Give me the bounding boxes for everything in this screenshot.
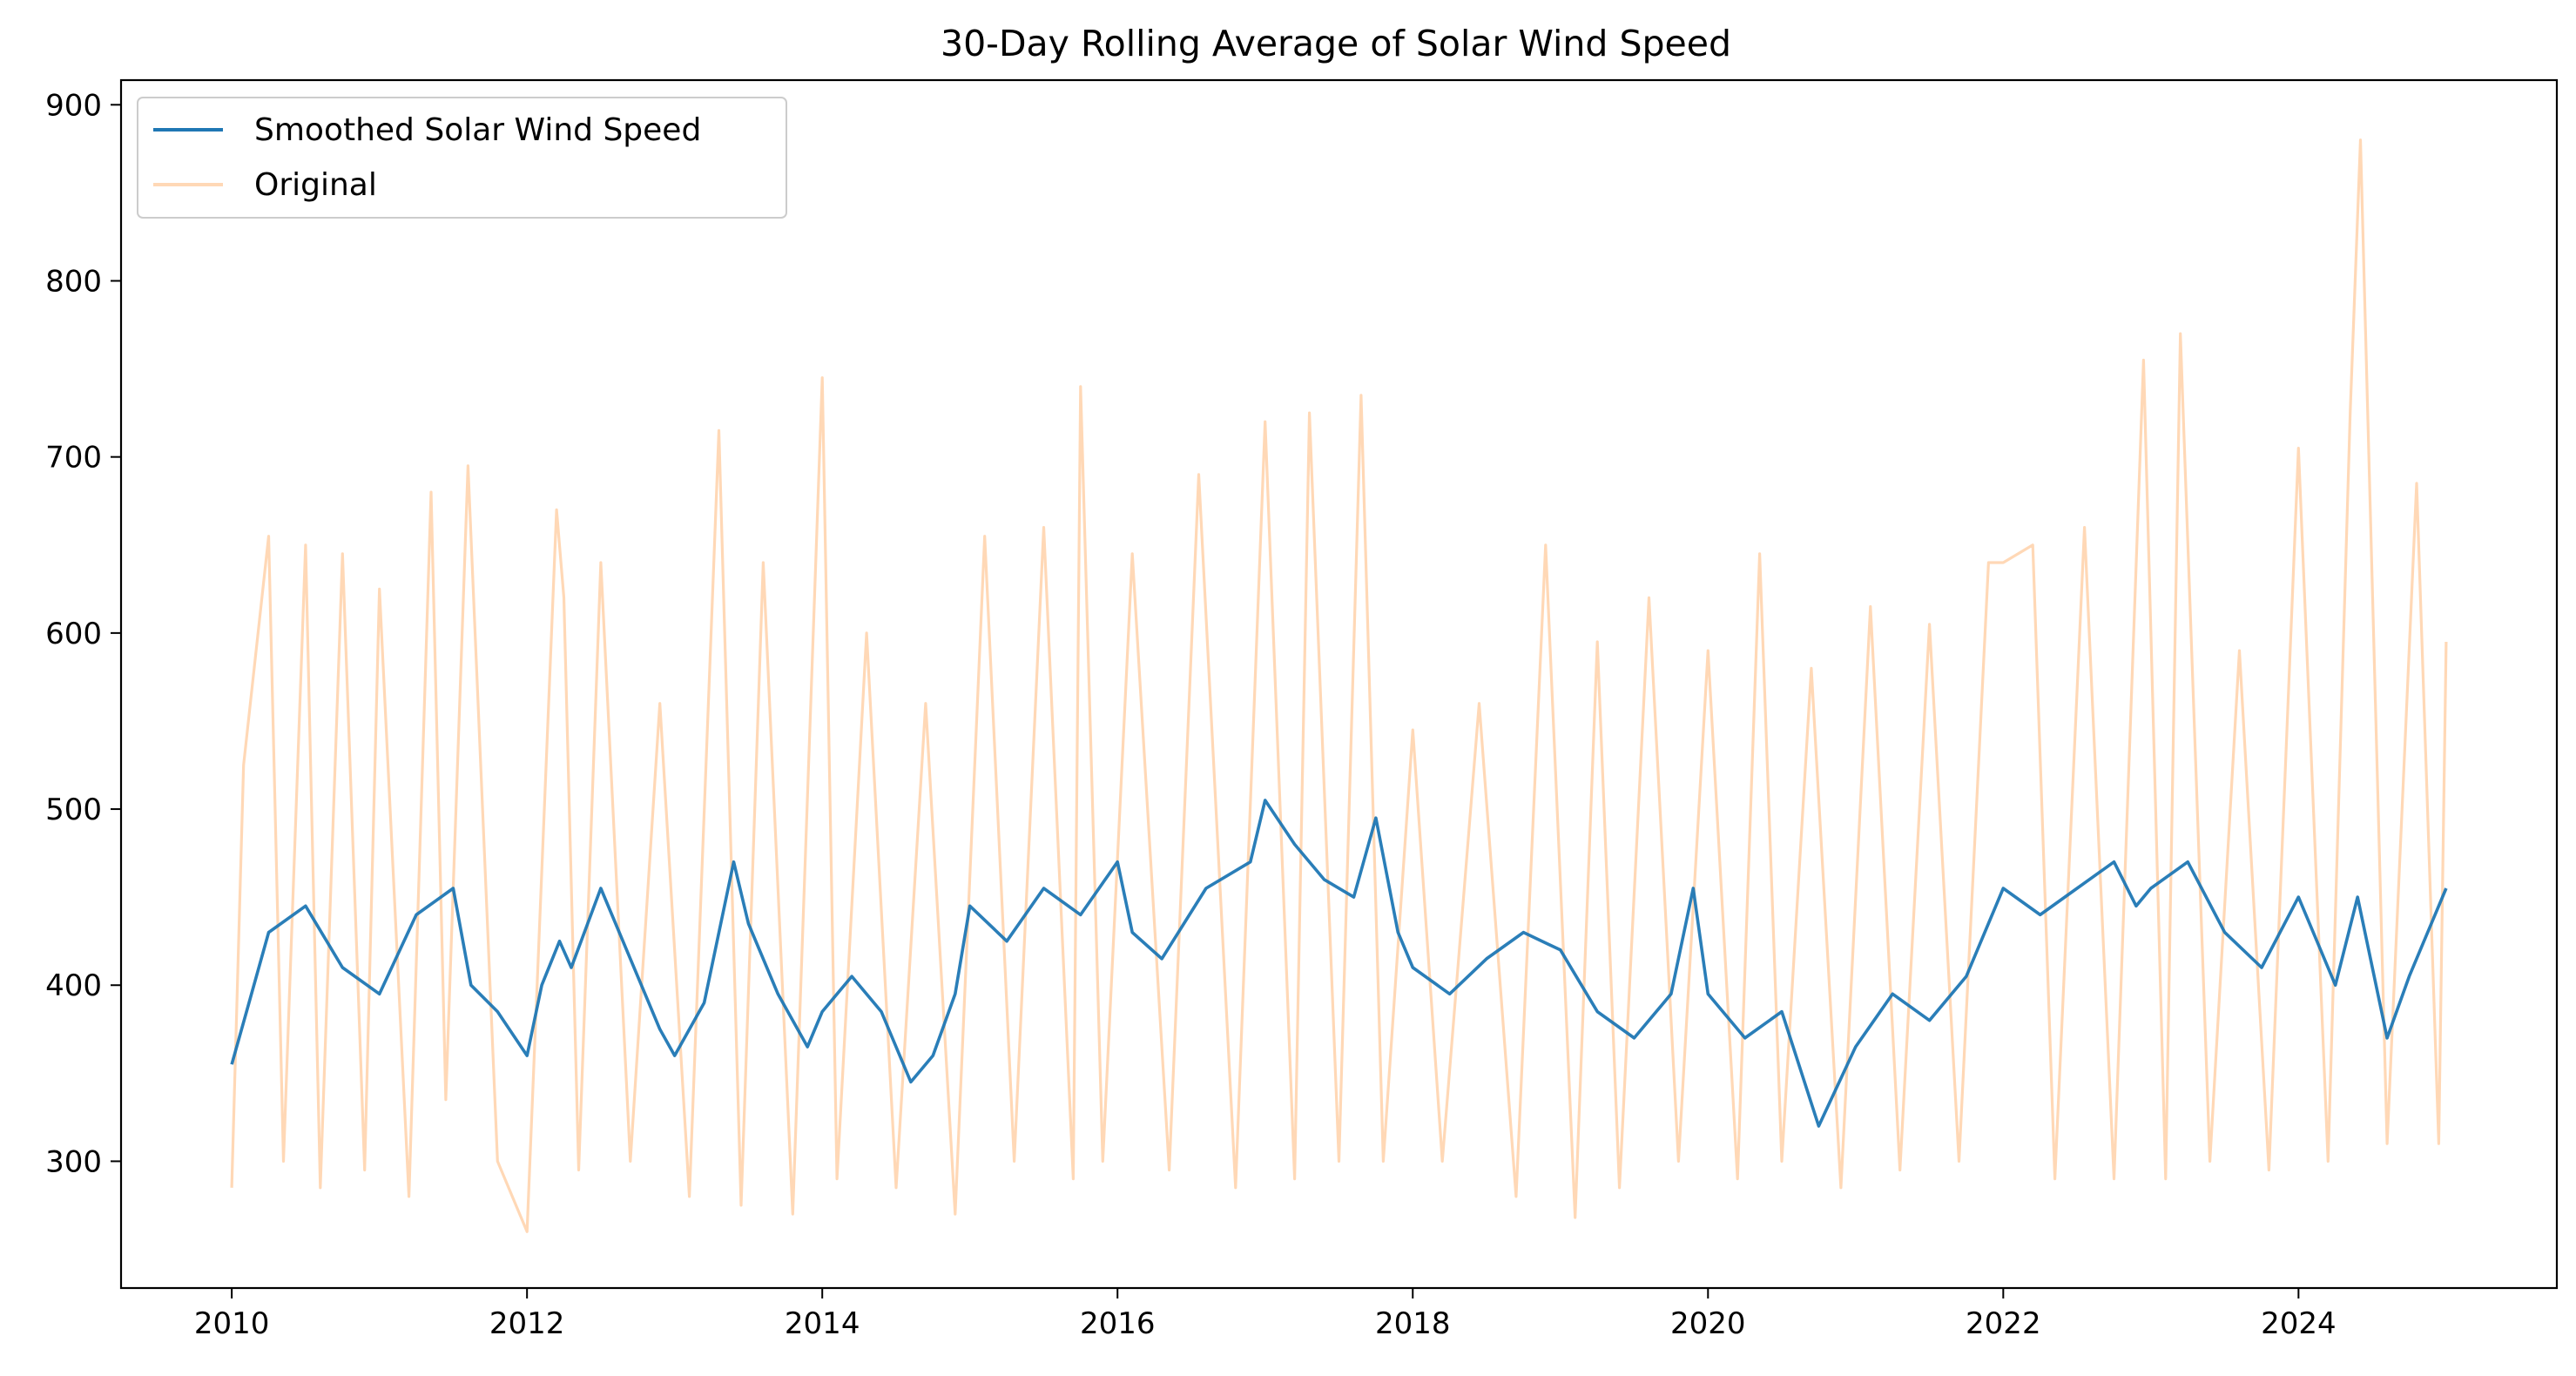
legend: Smoothed Solar Wind Speed Original — [137, 97, 787, 219]
y-tick-label: 800 — [45, 264, 102, 299]
plot-frame — [119, 78, 2559, 1290]
x-tick-label: 2020 — [1670, 1306, 1746, 1341]
y-tick-label: 900 — [45, 88, 102, 123]
x-tick-label: 2024 — [2261, 1306, 2337, 1341]
legend-label-smoothed: Smoothed Solar Wind Speed — [254, 112, 701, 148]
y-tick-label: 600 — [45, 617, 102, 651]
y-tick-label: 500 — [45, 793, 102, 827]
x-axis: 2010 2012 2014 2016 2018 2020 2022 2024 — [194, 1288, 2337, 1341]
x-tick-label: 2018 — [1375, 1306, 1451, 1341]
y-tick-label: 700 — [45, 441, 102, 476]
chart-title: 30-Day Rolling Average of Solar Wind Spe… — [941, 23, 1731, 64]
legend-box — [137, 97, 787, 219]
series-smoothed-line — [230, 799, 2448, 1128]
x-tick-label: 2016 — [1080, 1306, 1156, 1341]
y-axis: 300 400 500 600 700 800 900 — [45, 88, 121, 1179]
legend-label-original: Original — [254, 167, 377, 203]
x-tick-label: 2012 — [489, 1306, 565, 1341]
y-tick-label: 400 — [45, 968, 102, 1003]
x-tick-label: 2014 — [785, 1306, 860, 1341]
series-layer — [230, 138, 2448, 1233]
series-original-line — [230, 138, 2448, 1233]
x-tick-label: 2022 — [1966, 1306, 2041, 1341]
y-tick-label: 300 — [45, 1144, 102, 1179]
x-tick-label: 2010 — [194, 1306, 270, 1341]
